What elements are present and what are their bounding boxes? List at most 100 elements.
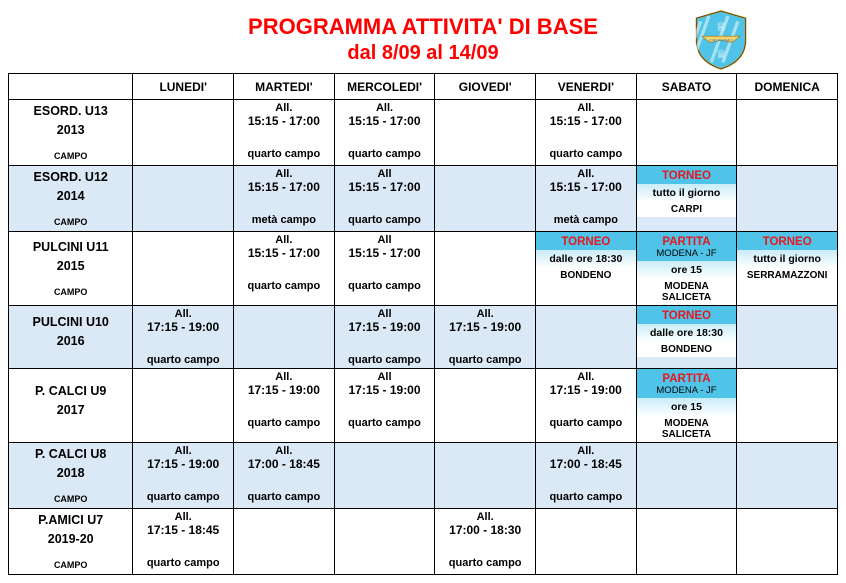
team-year-label: 2013 [12,121,129,140]
training-time: 17:15 - 19:00 [248,383,320,397]
training-label: All. [449,511,521,523]
event-location: SERRAMAZZONI [737,268,837,283]
day-cell-lunedi-row1 [133,166,234,232]
training-label: All [348,234,420,246]
day-cell-mercoledi-row6 [334,509,435,575]
day-header-martedi: MARTEDI' [234,74,335,100]
day-cell-lunedi-row6: All. 17:15 - 18:45 quarto campo [133,509,234,575]
training-field: metà campo [554,214,618,226]
training-label: All. [550,371,622,383]
training-label: All [348,168,420,180]
day-cell-sabato-row0 [636,100,737,166]
event-time: tutto il giorno [737,250,837,268]
event-time: tutto il giorno [637,184,737,202]
team-name-label: PULCINI U11 [12,238,129,257]
training-label: All. [147,308,219,320]
event-title: TORNEO [536,232,636,250]
table-row: PULCINI U10 2016 All. 17:15 - 19:00 quarto c… [9,306,838,369]
table-row: PULCINI U11 2015 CAMPO All. 15:15 - 17:00 qua… [9,232,838,306]
team-name-label: P. CALCI U9 [12,382,129,401]
training-time: 15:15 - 17:00 [248,180,320,194]
training-time: 17:00 - 18:30 [449,523,521,537]
training-label: All. [550,102,622,114]
team-campo-label: CAMPO [12,216,129,230]
training-time: 17:15 - 19:00 [348,320,420,334]
event-title: PARTITA MODENA - JF [637,232,737,261]
day-cell-giovedi-row3: All. 17:15 - 19:00 quarto campo [435,306,536,369]
day-cell-sabato-row2: PARTITA MODENA - JF ore 15 MODENA SALICETA [636,232,737,306]
table-row: P. CALCI U9 2017 All. 17:15 - 19:00 quarto c… [9,369,838,443]
day-cell-lunedi-row2 [133,232,234,306]
day-header-sabato: SABATO [636,74,737,100]
training-time: 17:15 - 19:00 [348,383,420,397]
training-time: 17:00 - 18:45 [550,457,622,471]
training-field: quarto campo [348,214,421,226]
table-row: P.AMICI U7 2019-20 CAMPO All. 17:15 - 18:45 q… [9,509,838,575]
svg-text:♕: ♕ [716,47,727,61]
day-cell-domenica-row6 [737,509,838,575]
team-year-label: 2015 [12,257,129,276]
day-cell-domenica-row0 [737,100,838,166]
training-label: All. [348,102,420,114]
training-field: quarto campo [549,417,622,429]
table-row: ESORD. U13 2013 CAMPO All. 15:15 - 17:00 quar… [9,100,838,166]
day-cell-domenica-row4 [737,369,838,443]
day-cell-giovedi-row0 [435,100,536,166]
training-field: quarto campo [549,491,622,503]
day-cell-giovedi-row1 [435,166,536,232]
team-campo-label: CAMPO [12,559,129,573]
training-label: All. [449,308,521,320]
event-location: MODENA SALICETA [637,279,737,305]
title-line2: dal 8/09 al 14/09 [248,42,598,65]
day-cell-domenica-row2: TORNEO tutto il giorno SERRAMAZZONI [737,232,838,306]
team-name-label: P. CALCI U8 [12,445,129,464]
day-cell-martedi-row1: All. 15:15 - 17:00 metà campo [234,166,335,232]
training-label: All. [147,511,219,523]
training-field: quarto campo [247,280,320,292]
club-logo: ♕ ♕ JUNIOR FINALE [691,10,751,70]
day-cell-lunedi-row5: All. 17:15 - 19:00 quarto campo [133,443,234,509]
day-cell-giovedi-row2 [435,232,536,306]
day-cell-sabato-row6 [636,509,737,575]
svg-text:♕: ♕ [716,20,727,34]
day-cell-giovedi-row6: All. 17:00 - 18:30 quarto campo [435,509,536,575]
table-row: P. CALCI U8 2018 CAMPO All. 17:15 - 19:00 qua… [9,443,838,509]
day-cell-venerdi-row0: All. 15:15 - 17:00 quarto campo [536,100,637,166]
team-cell-1: ESORD. U12 2014 CAMPO [9,166,133,232]
training-time: 17:15 - 19:00 [550,383,622,397]
team-cell-2: PULCINI U11 2015 CAMPO [9,232,133,306]
day-cell-mercoledi-row3: All 17:15 - 19:00 quarto campo [334,306,435,369]
day-cell-mercoledi-row2: All 15:15 - 17:00 quarto campo [334,232,435,306]
day-cell-venerdi-row1: All. 15:15 - 17:00 metà campo [536,166,637,232]
day-cell-martedi-row6 [234,509,335,575]
training-field: quarto campo [549,148,622,160]
event-subtitle: MODENA - JF [639,248,735,259]
team-year-label: 2014 [12,187,129,206]
training-field: quarto campo [147,491,220,503]
event-time: ore 15 [637,398,737,416]
event-location: MODENA SALICETA [637,416,737,442]
event-title: TORNEO [637,306,737,324]
day-cell-domenica-row3 [737,306,838,369]
training-label: All. [248,234,320,246]
training-field: metà campo [252,214,316,226]
training-label: All. [248,445,320,457]
training-field: quarto campo [247,148,320,160]
day-cell-lunedi-row0 [133,100,234,166]
training-label: All. [248,102,320,114]
page-header: PROGRAMMA ATTIVITA' DI BASE dal 8/09 al … [0,0,846,71]
team-cell-0: ESORD. U13 2013 CAMPO [9,100,133,166]
day-cell-sabato-row5 [636,443,737,509]
day-header-mercoledi: MERCOLEDI' [334,74,435,100]
team-name-label: P.AMICI U7 [12,511,129,530]
title-line1: PROGRAMMA ATTIVITA' DI BASE [248,14,598,40]
training-time: 15:15 - 17:00 [248,246,320,260]
day-cell-martedi-row4: All. 17:15 - 19:00 quarto campo [234,369,335,443]
schedule-table: LUNEDI' MARTEDI' MERCOLEDI' GIOVEDI' VEN… [8,73,838,575]
training-field: quarto campo [247,491,320,503]
day-cell-lunedi-row4 [133,369,234,443]
training-time: 17:15 - 18:45 [147,523,219,537]
day-cell-lunedi-row3: All. 17:15 - 19:00 quarto campo [133,306,234,369]
day-cell-venerdi-row6 [536,509,637,575]
training-time: 15:15 - 17:00 [348,180,420,194]
